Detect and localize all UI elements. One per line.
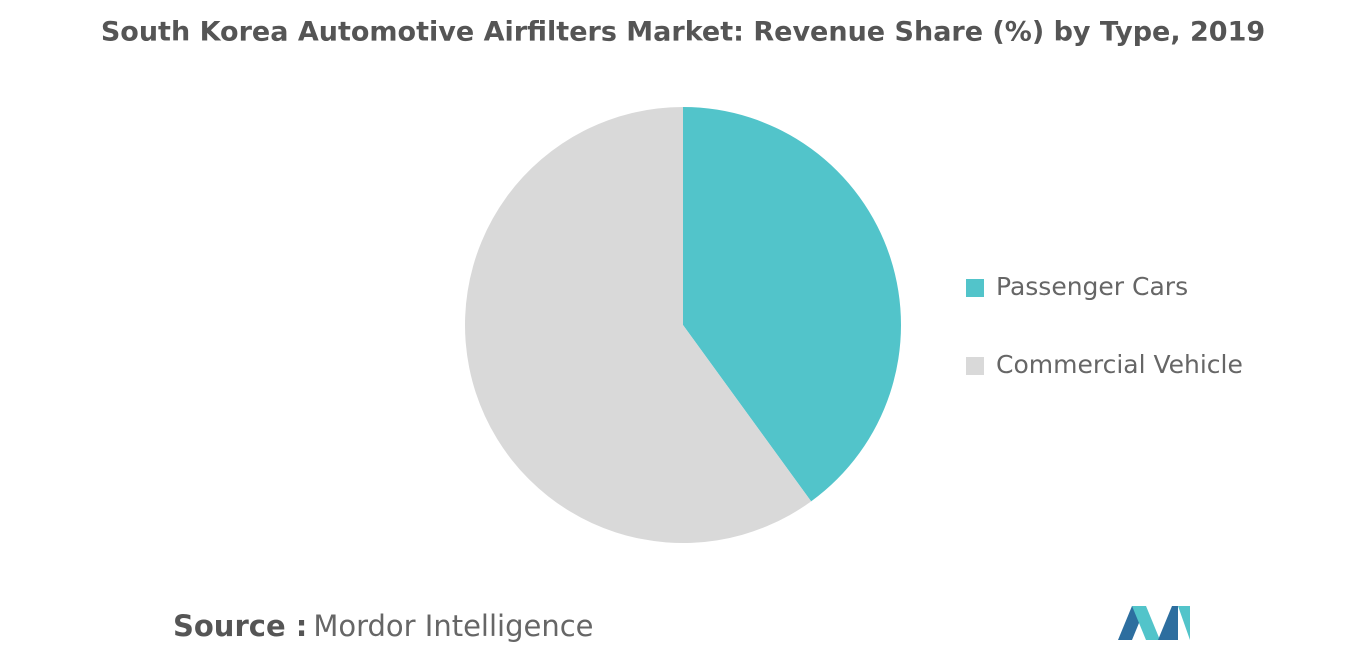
legend-swatch bbox=[966, 279, 984, 297]
chart-title: South Korea Automotive Airfilters Market… bbox=[101, 17, 1265, 48]
source-label: Source : bbox=[173, 609, 307, 643]
pie-slice bbox=[683, 107, 901, 502]
legend-label: Passenger Cars bbox=[996, 272, 1188, 301]
source-name: Mordor Intelligence bbox=[313, 609, 593, 643]
pie-slice bbox=[465, 107, 812, 543]
logo-shape bbox=[1132, 606, 1160, 640]
logo-shape bbox=[1158, 606, 1178, 640]
legend-swatch bbox=[966, 357, 984, 375]
source: Source : Mordor Intelligence bbox=[173, 609, 594, 643]
logo bbox=[1118, 606, 1190, 640]
legend-label: Commercial Vehicle bbox=[996, 350, 1243, 379]
logo-shape bbox=[1178, 606, 1190, 640]
